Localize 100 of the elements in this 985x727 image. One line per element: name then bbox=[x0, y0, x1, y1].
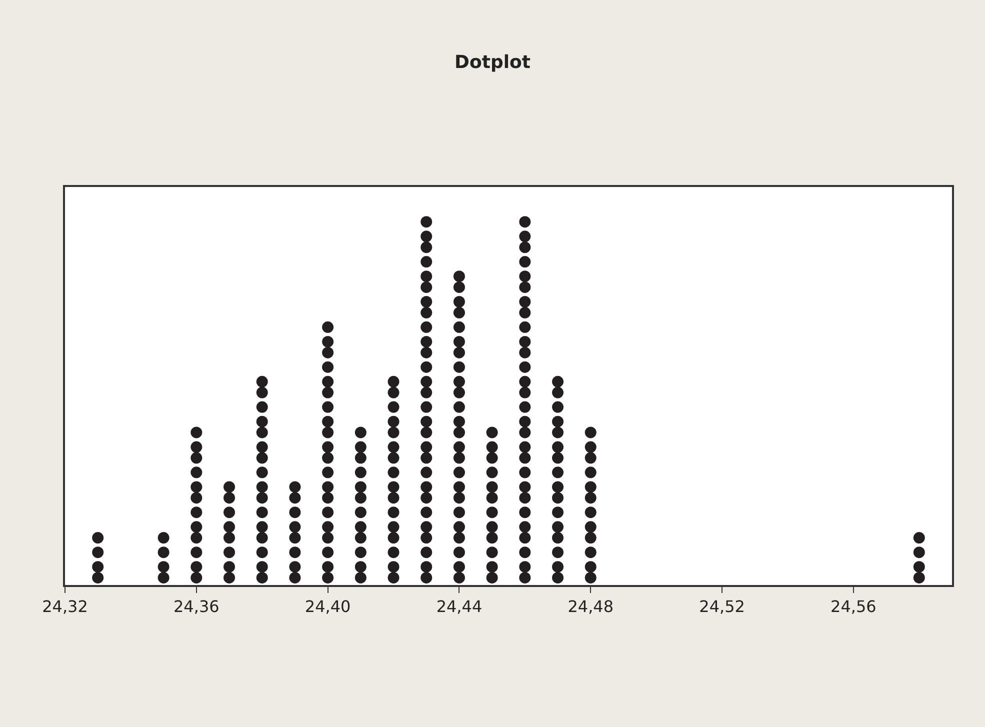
point bbox=[519, 336, 531, 348]
point bbox=[519, 230, 531, 242]
point bbox=[388, 386, 400, 398]
point bbox=[289, 521, 301, 533]
x-tick-label: 24,36 bbox=[174, 596, 220, 616]
point bbox=[420, 441, 432, 453]
point bbox=[913, 546, 925, 558]
point bbox=[420, 361, 432, 373]
point bbox=[486, 506, 498, 518]
point bbox=[453, 506, 465, 518]
point bbox=[486, 492, 498, 504]
point bbox=[519, 270, 531, 282]
point bbox=[519, 561, 531, 573]
point bbox=[224, 561, 236, 573]
point bbox=[388, 561, 400, 573]
point bbox=[190, 532, 202, 544]
point bbox=[519, 361, 531, 373]
point bbox=[519, 426, 531, 438]
point bbox=[354, 521, 366, 533]
x-tick-label: 24,32 bbox=[42, 596, 88, 616]
point bbox=[420, 256, 432, 268]
point bbox=[289, 546, 301, 558]
point bbox=[256, 506, 268, 518]
point bbox=[354, 546, 366, 558]
point bbox=[420, 306, 432, 318]
point bbox=[420, 321, 432, 333]
point bbox=[913, 561, 925, 573]
point bbox=[420, 386, 432, 398]
point bbox=[256, 532, 268, 544]
point bbox=[552, 521, 564, 533]
point bbox=[289, 532, 301, 544]
point bbox=[354, 572, 366, 584]
point bbox=[453, 532, 465, 544]
point bbox=[256, 546, 268, 558]
point bbox=[584, 532, 596, 544]
point bbox=[584, 561, 596, 573]
point bbox=[584, 466, 596, 478]
chart-title: Dotplot bbox=[454, 52, 531, 74]
point bbox=[190, 506, 202, 518]
point bbox=[354, 561, 366, 573]
point bbox=[289, 492, 301, 504]
point bbox=[486, 572, 498, 584]
point bbox=[519, 216, 531, 228]
point bbox=[190, 546, 202, 558]
point bbox=[190, 452, 202, 464]
point bbox=[552, 426, 564, 438]
point bbox=[420, 426, 432, 438]
point bbox=[224, 492, 236, 504]
point bbox=[354, 441, 366, 453]
point bbox=[190, 561, 202, 573]
point bbox=[519, 346, 531, 358]
point bbox=[322, 561, 334, 573]
point bbox=[453, 572, 465, 584]
point bbox=[256, 481, 268, 493]
point bbox=[552, 466, 564, 478]
point bbox=[224, 572, 236, 584]
point bbox=[190, 441, 202, 453]
point bbox=[552, 572, 564, 584]
point bbox=[322, 336, 334, 348]
point bbox=[420, 242, 432, 254]
point bbox=[420, 376, 432, 388]
point bbox=[519, 532, 531, 544]
point bbox=[322, 416, 334, 428]
point bbox=[388, 506, 400, 518]
point bbox=[354, 506, 366, 518]
point bbox=[584, 441, 596, 453]
x-tick-label: 24,40 bbox=[304, 596, 351, 616]
point bbox=[354, 466, 366, 478]
point bbox=[92, 546, 104, 558]
point bbox=[519, 376, 531, 388]
point bbox=[519, 296, 531, 308]
point bbox=[322, 361, 334, 373]
point bbox=[519, 441, 531, 453]
point bbox=[256, 452, 268, 464]
point bbox=[388, 426, 400, 438]
point bbox=[486, 546, 498, 558]
point bbox=[519, 466, 531, 478]
point bbox=[453, 426, 465, 438]
point bbox=[552, 481, 564, 493]
point bbox=[453, 481, 465, 493]
point bbox=[322, 466, 334, 478]
point bbox=[519, 256, 531, 268]
point bbox=[913, 572, 925, 584]
point bbox=[420, 452, 432, 464]
point bbox=[420, 466, 432, 478]
point bbox=[224, 546, 236, 558]
point bbox=[453, 306, 465, 318]
point bbox=[453, 281, 465, 293]
point bbox=[92, 572, 104, 584]
point bbox=[584, 572, 596, 584]
point bbox=[420, 296, 432, 308]
point bbox=[420, 481, 432, 493]
point bbox=[190, 466, 202, 478]
point bbox=[552, 532, 564, 544]
point bbox=[453, 386, 465, 398]
point bbox=[584, 481, 596, 493]
point bbox=[388, 416, 400, 428]
point bbox=[584, 492, 596, 504]
point bbox=[420, 546, 432, 558]
point bbox=[322, 321, 334, 333]
